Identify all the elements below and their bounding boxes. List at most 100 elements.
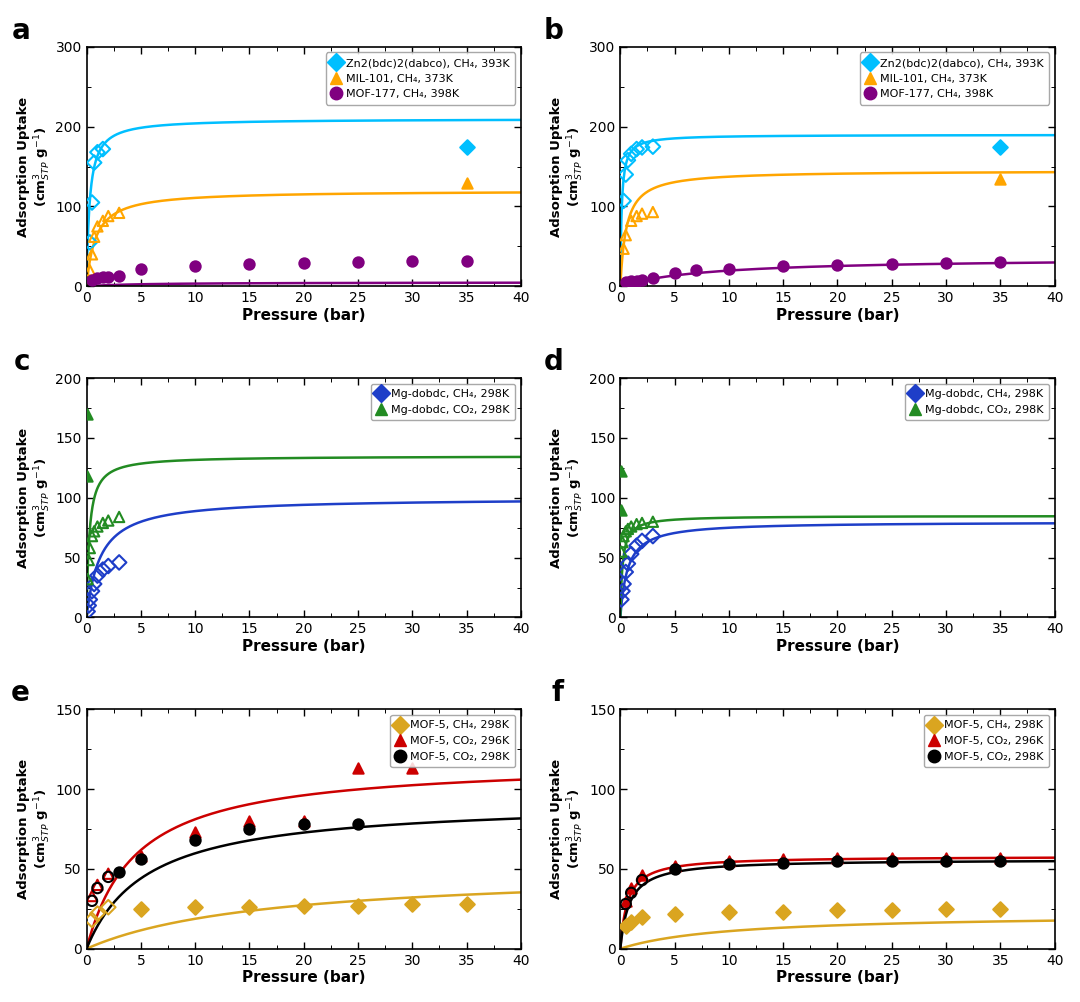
Point <box>89 218 106 234</box>
Point <box>666 906 684 922</box>
Point <box>89 877 106 893</box>
Point <box>83 272 100 288</box>
Point <box>79 603 96 619</box>
X-axis label: Pressure (bar): Pressure (bar) <box>775 308 900 323</box>
Point <box>622 518 639 534</box>
Point <box>89 144 106 160</box>
Point <box>295 256 312 272</box>
Point <box>828 903 846 919</box>
Point <box>937 256 955 272</box>
Point <box>81 591 98 607</box>
Point <box>622 212 639 228</box>
Point <box>612 502 630 518</box>
Point <box>666 861 684 877</box>
Point <box>94 515 111 531</box>
Point <box>94 561 111 577</box>
Point <box>349 898 366 914</box>
Text: f: f <box>552 679 564 707</box>
Point <box>612 591 630 607</box>
Point <box>132 852 149 868</box>
Point <box>404 253 421 269</box>
Point <box>458 174 475 190</box>
Point <box>633 515 650 531</box>
Text: c: c <box>14 348 30 376</box>
Point <box>622 146 639 162</box>
Point <box>404 896 421 912</box>
Point <box>349 255 366 271</box>
Point <box>89 271 106 287</box>
Point <box>666 266 684 282</box>
Point <box>89 880 106 896</box>
Point <box>633 533 650 549</box>
Point <box>633 868 650 884</box>
Point <box>619 521 636 537</box>
Y-axis label: Adsorption Uptake
(cm$^3_{STP}$ g$^{-1}$): Adsorption Uptake (cm$^3_{STP}$ g$^{-1}$… <box>551 428 586 568</box>
Point <box>241 813 258 829</box>
Point <box>458 253 475 269</box>
Point <box>187 258 204 274</box>
Point <box>720 261 738 277</box>
Point <box>85 523 103 539</box>
Point <box>94 270 111 286</box>
Point <box>187 825 204 841</box>
Point <box>645 138 662 154</box>
X-axis label: Pressure (bar): Pressure (bar) <box>775 639 900 654</box>
Point <box>991 170 1009 186</box>
Point <box>627 141 645 157</box>
Point <box>110 864 127 880</box>
Text: e: e <box>11 679 30 707</box>
Point <box>81 263 98 279</box>
Point <box>828 850 846 866</box>
Point <box>458 138 475 154</box>
Point <box>633 909 650 925</box>
Point <box>828 853 846 869</box>
Point <box>666 858 684 874</box>
Point <box>619 556 636 572</box>
Point <box>617 919 634 935</box>
Point <box>83 893 100 909</box>
Point <box>85 154 103 170</box>
Point <box>645 271 662 287</box>
Point <box>615 528 632 544</box>
Text: b: b <box>544 17 564 44</box>
Point <box>720 904 738 920</box>
Point <box>617 275 634 291</box>
Point <box>622 274 639 290</box>
Point <box>79 468 96 484</box>
Point <box>883 853 901 869</box>
Point <box>622 885 639 901</box>
Point <box>615 240 632 257</box>
Point <box>83 912 100 928</box>
Point <box>720 853 738 869</box>
Point <box>99 899 117 915</box>
Point <box>615 192 632 208</box>
Y-axis label: Adsorption Uptake
(cm$^3_{STP}$ g$^{-1}$): Adsorption Uptake (cm$^3_{STP}$ g$^{-1}$… <box>16 428 53 568</box>
Point <box>89 567 106 583</box>
Point <box>349 761 366 777</box>
Point <box>89 906 106 922</box>
Point <box>241 899 258 915</box>
X-axis label: Pressure (bar): Pressure (bar) <box>242 970 365 985</box>
Point <box>627 273 645 289</box>
Legend: Mg-dobdc, CH₄, 298K, Mg-dobdc, CO₂, 298K: Mg-dobdc, CH₄, 298K, Mg-dobdc, CO₂, 298K <box>372 384 515 421</box>
Point <box>991 850 1009 866</box>
Point <box>615 576 632 592</box>
Legend: MOF-5, CH₄, 298K, MOF-5, CO₂, 296K, MOF-5, CO₂, 298K: MOF-5, CH₄, 298K, MOF-5, CO₂, 296K, MOF-… <box>924 715 1049 768</box>
Y-axis label: Adsorption Uptake
(cm$^3_{STP}$ g$^{-1}$): Adsorption Uptake (cm$^3_{STP}$ g$^{-1}$… <box>16 96 53 236</box>
Point <box>633 205 650 221</box>
Point <box>295 817 312 833</box>
Point <box>83 888 100 904</box>
Point <box>241 821 258 837</box>
Point <box>937 850 955 866</box>
Point <box>295 898 312 914</box>
Point <box>617 227 634 243</box>
Point <box>110 554 127 570</box>
Point <box>883 850 901 866</box>
Point <box>627 208 645 224</box>
Point <box>79 571 96 587</box>
Point <box>688 263 705 279</box>
Point <box>774 259 792 275</box>
Point <box>633 272 650 288</box>
Point <box>80 597 97 613</box>
Point <box>132 901 149 917</box>
